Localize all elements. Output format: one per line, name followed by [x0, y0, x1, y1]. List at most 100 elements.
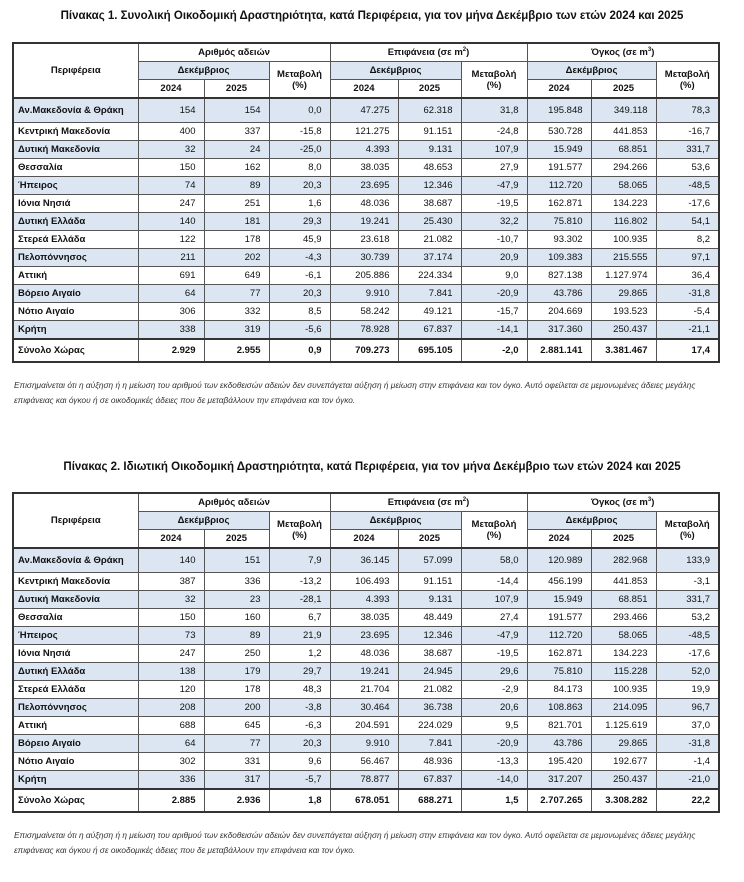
table-row: Νότιο Αιγαίο 306 332 8,5 58.242 49.121 -15,7 20… — [12, 302, 720, 321]
cell-value: 47.275 — [329, 97, 399, 123]
table-row: Βόρειο Αιγαίο 64 77 20,3 9.910 7.841 -20,9 43.7… — [12, 284, 720, 303]
region-name: Θεσσαλία — [12, 608, 139, 627]
cell-value: 48.036 — [329, 644, 399, 663]
cell-value: 317.207 — [526, 770, 592, 790]
cell-value: -15,8 — [268, 122, 331, 141]
cell-value: 106.493 — [329, 572, 399, 591]
cell-value: 224.334 — [397, 266, 462, 285]
cell-value: 2.707.265 — [526, 788, 592, 813]
cell-value: 8,0 — [268, 158, 331, 177]
cell-value: 4.393 — [329, 590, 399, 609]
cell-value: 306 — [137, 302, 205, 321]
region-name: Ιόνια Νησιά — [12, 194, 139, 213]
cell-value: 247 — [137, 194, 205, 213]
cell-value: -20,9 — [460, 284, 528, 303]
cell-value: -21,0 — [655, 770, 720, 790]
cell-value: 282.968 — [590, 547, 657, 573]
cell-value: 17,4 — [655, 338, 720, 363]
header-change: Μεταβολή (%) — [655, 511, 720, 549]
cell-value: 441.853 — [590, 122, 657, 141]
cell-value: -14,1 — [460, 320, 528, 340]
cell-value: 36.145 — [329, 547, 399, 573]
cell-value: 678.051 — [329, 788, 399, 813]
cell-value: 43.786 — [526, 284, 592, 303]
cell-value: 695.105 — [397, 338, 462, 363]
cell-value: -5,4 — [655, 302, 720, 321]
cell-value: 91.151 — [397, 572, 462, 591]
cell-value: 0,9 — [268, 338, 331, 363]
region-name: Δυτική Μακεδονία — [12, 140, 139, 159]
cell-value: -14,0 — [460, 770, 528, 790]
cell-value: 387 — [137, 572, 205, 591]
cell-value: 134.223 — [590, 194, 657, 213]
cell-value: -6,1 — [268, 266, 331, 285]
header-region: Περιφέρεια — [12, 42, 139, 99]
table-row: Στερεά Ελλάδα 122 178 45,9 23.618 21.082 -10,7… — [12, 230, 720, 249]
cell-value: 400 — [137, 122, 205, 141]
cell-value: 224.029 — [397, 716, 462, 735]
cell-value: -13,2 — [268, 572, 331, 591]
cell-value: 58.065 — [590, 176, 657, 195]
cell-value: 294.266 — [590, 158, 657, 177]
cell-value: 58.065 — [590, 626, 657, 645]
cell-value: 74 — [137, 176, 205, 195]
cell-value: -16,7 — [655, 122, 720, 141]
header-area: Επιφάνεια (σε m2) — [329, 42, 528, 62]
cell-value: 192.677 — [590, 752, 657, 771]
table-row: Αττική 688 645 -6,3 204.591 224.029 9,5 821.701… — [12, 716, 720, 735]
footnote: Επισημαίνεται ότι η αύξηση ή η μείωση το… — [14, 380, 696, 405]
region-name: Κρήτη — [12, 320, 139, 340]
cell-value: -28,1 — [268, 590, 331, 609]
region-name: Πελοπόννησος — [12, 248, 139, 267]
cell-value: 43.786 — [526, 734, 592, 753]
cell-value: 7,9 — [268, 547, 331, 573]
cell-value: 68.851 — [590, 590, 657, 609]
cell-value: 140 — [137, 547, 205, 573]
table-row: Ήπειρος 74 89 20,3 23.695 12.346 -47,9 112.720 5… — [12, 176, 720, 195]
cell-value: 150 — [137, 158, 205, 177]
cell-value: 116.802 — [590, 212, 657, 231]
cell-value: 20,3 — [268, 284, 331, 303]
table-row: Αττική 691 649 -6,1 205.886 224.334 9,0 827.138… — [12, 266, 720, 285]
cell-value: 73 — [137, 626, 205, 645]
cell-value: 37,0 — [655, 716, 720, 735]
data-table: Περιφέρεια Αριθμός αδειών Επιφάνεια (σε … — [12, 42, 721, 363]
cell-value: 100.935 — [590, 230, 657, 249]
cell-value: 302 — [137, 752, 205, 771]
cell-value: 251 — [203, 194, 270, 213]
cell-value: 7.841 — [397, 284, 462, 303]
cell-value: -2,0 — [460, 338, 528, 363]
cell-value: 29.865 — [590, 734, 657, 753]
cell-value: -21,1 — [655, 320, 720, 340]
cell-value: 67.837 — [397, 320, 462, 340]
cell-value: 89 — [203, 626, 270, 645]
cell-value: 109.383 — [526, 248, 592, 267]
cell-value: 38.687 — [397, 644, 462, 663]
cell-value: 140 — [137, 212, 205, 231]
cell-value: 21.082 — [397, 230, 462, 249]
header-year-2025: 2025 — [203, 79, 270, 99]
total-row: Σύνολο Χώρας 2.929 2.955 0,9 709.273 695.105-… — [12, 338, 720, 363]
cell-value: 319 — [203, 320, 270, 340]
cell-value: 162.871 — [526, 194, 592, 213]
cell-value: 32 — [137, 140, 205, 159]
cell-value: 24 — [203, 140, 270, 159]
cell-value: 120.989 — [526, 547, 592, 573]
table-row: Πελοπόννησος 208 200 -3,8 30.464 36.738 20,6 10… — [12, 698, 720, 717]
cell-value: 9,0 — [460, 266, 528, 285]
cell-value: 97,1 — [655, 248, 720, 267]
header-permits: Αριθμός αδειών — [137, 492, 331, 512]
cell-value: 122 — [137, 230, 205, 249]
header-year-2025: 2025 — [397, 529, 462, 549]
cell-value: -15,7 — [460, 302, 528, 321]
cell-value: 6,7 — [268, 608, 331, 627]
cell-value: 57.099 — [397, 547, 462, 573]
header-month: Δεκέμβριος — [137, 511, 270, 530]
region-name: Ήπειρος — [12, 626, 139, 645]
cell-value: -4,3 — [268, 248, 331, 267]
cell-value: 8,5 — [268, 302, 331, 321]
cell-value: -20,9 — [460, 734, 528, 753]
cell-value: 9.131 — [397, 140, 462, 159]
cell-value: 191.577 — [526, 608, 592, 627]
cell-value: 64 — [137, 284, 205, 303]
